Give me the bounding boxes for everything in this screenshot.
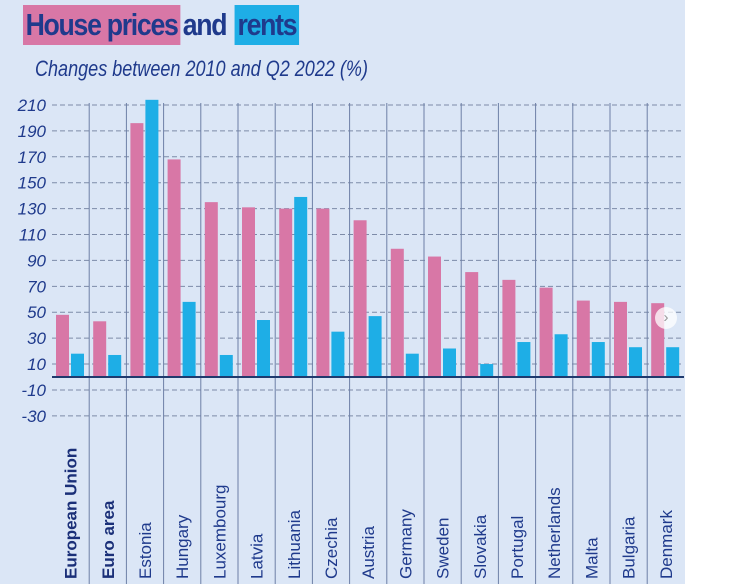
rent-bar [145, 99, 159, 378]
y-tick-label: 170 [18, 148, 47, 167]
rent-bar [71, 353, 84, 377]
house-price-bar [614, 301, 627, 377]
y-tick-label: 30 [27, 329, 46, 348]
rent-bar [294, 196, 308, 377]
rent-bar [108, 354, 122, 377]
category-label: Netherlands [545, 487, 564, 579]
rent-bar [219, 354, 233, 377]
y-tick-label: -30 [21, 407, 46, 426]
y-tick-label: 150 [18, 174, 47, 193]
rent-bar [257, 320, 270, 377]
chart-title: House prices and rents [23, 5, 299, 45]
house-price-bar [353, 220, 367, 377]
title-rents: rents [234, 5, 299, 45]
chart-panel [0, 0, 685, 584]
y-tick-label: -10 [21, 381, 46, 400]
house-price-bar [130, 123, 144, 377]
title-house-prices: House prices [23, 5, 181, 45]
rent-bar [554, 334, 568, 377]
rent-bar [331, 331, 345, 377]
category-label: Bulgaria [620, 516, 639, 579]
house-price-bar [204, 202, 218, 377]
y-tick-label: 10 [27, 355, 46, 374]
category-label: Portugal [508, 516, 527, 579]
category-label: Czechia [322, 517, 341, 579]
chevron-right-icon[interactable]: › [655, 307, 677, 329]
rent-bar [182, 301, 196, 377]
house-price-bar [316, 208, 330, 377]
y-tick-label: 50 [27, 303, 46, 322]
y-tick-label: 70 [27, 277, 46, 296]
y-tick-label: 130 [18, 200, 47, 219]
house-price-bar [167, 159, 181, 377]
category-label: Euro area [99, 500, 118, 579]
rent-bar [517, 342, 531, 377]
y-tick-label: 210 [17, 96, 47, 115]
house-price-bar [93, 321, 107, 377]
category-label: European Union [62, 448, 81, 579]
rent-bar [443, 348, 456, 377]
rent-bar [405, 353, 419, 377]
category-label: Estonia [136, 522, 155, 579]
title-and: and [182, 7, 228, 42]
chart-subtitle: Changes between 2010 and Q2 2022 (%) [35, 56, 368, 81]
category-label: Denmark [657, 510, 676, 579]
house-price-bar [279, 208, 293, 377]
category-label: Luxembourg [210, 484, 229, 579]
house-price-bar [56, 314, 69, 377]
category-label: Hungary [173, 514, 192, 579]
rent-bar [480, 364, 494, 377]
y-tick-label: 110 [19, 226, 47, 245]
y-tick-label: 190 [18, 122, 47, 141]
house-price-bar [465, 272, 479, 377]
house-price-bar [539, 287, 553, 377]
category-label: Lithuania [285, 509, 304, 579]
category-label: Slovakia [471, 514, 490, 579]
house-price-bar [428, 256, 441, 377]
category-label: Malta [582, 537, 601, 579]
category-label: Austria [359, 526, 378, 579]
house-price-bar [576, 300, 590, 377]
house-price-bar [502, 279, 516, 377]
house-price-bar [390, 248, 404, 377]
rent-bar [629, 347, 642, 377]
y-tick-label: 90 [27, 251, 46, 270]
house-price-bar [242, 207, 255, 377]
category-label: Sweden [434, 518, 453, 579]
category-label: Germany [396, 509, 415, 579]
category-label: Latvia [248, 533, 267, 579]
rent-bar [591, 342, 605, 377]
rent-bar [666, 347, 680, 377]
rent-bar [368, 316, 382, 377]
